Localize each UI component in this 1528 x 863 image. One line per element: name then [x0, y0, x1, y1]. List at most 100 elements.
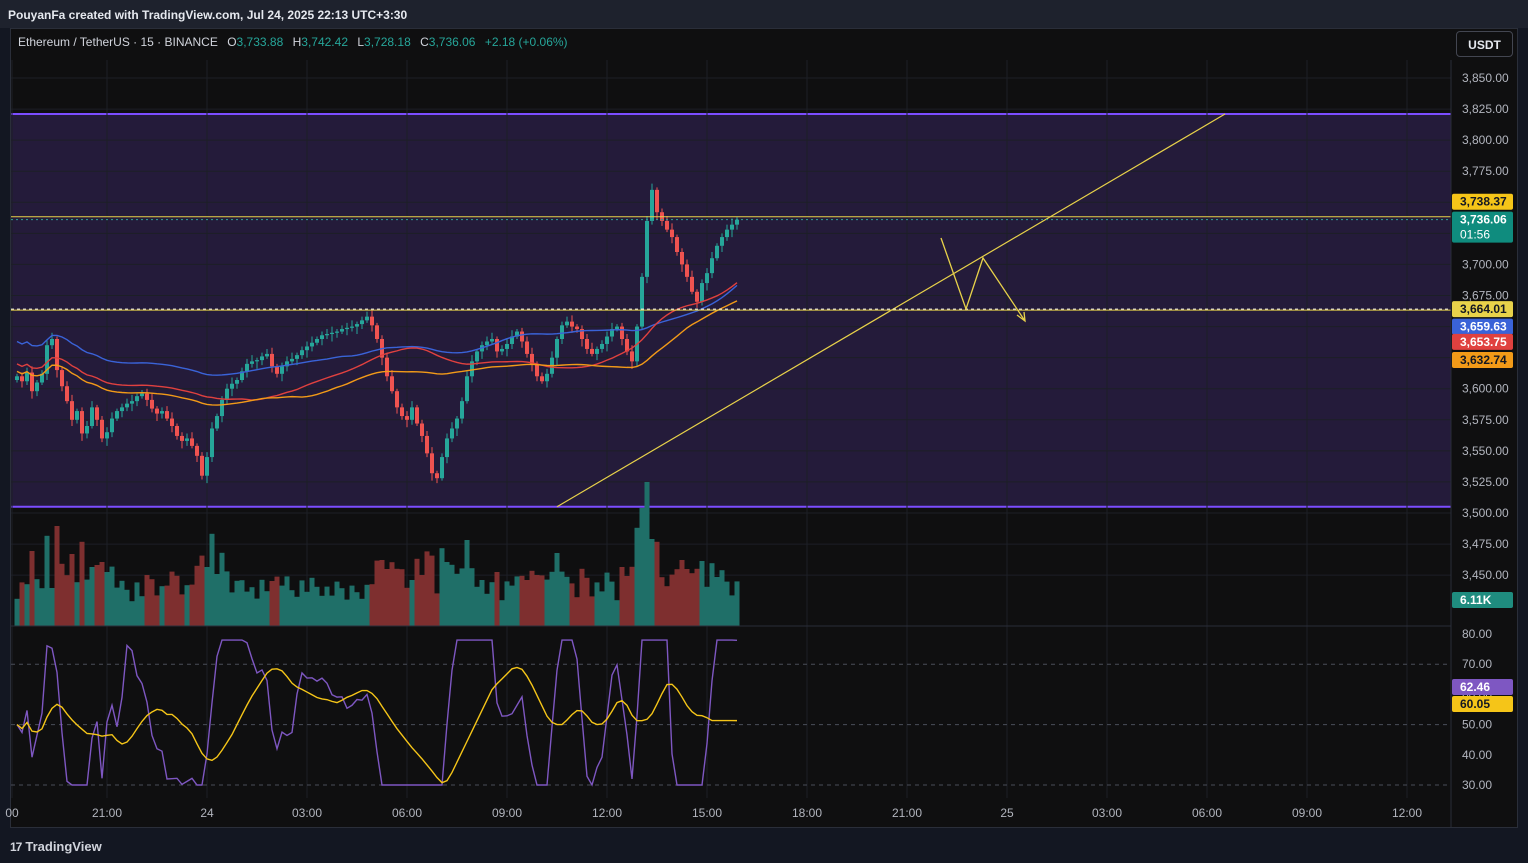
rsi-axis-tick: 70.00: [1462, 657, 1492, 671]
volume-bar: [114, 587, 120, 626]
volume-bar: [639, 508, 645, 626]
candle: [410, 407, 414, 420]
projection-arrowhead: [1016, 311, 1026, 323]
volume-bar: [394, 568, 400, 626]
candle: [685, 264, 689, 277]
volume-bar: [139, 596, 145, 626]
tradingview-mark-icon: 17: [10, 840, 22, 854]
candle: [570, 321, 574, 327]
candle: [245, 363, 249, 372]
volume-bar: [424, 551, 430, 626]
volume-bar: [239, 580, 245, 626]
price-axis-tick: 3,525.00: [1462, 475, 1509, 489]
volume-bar: [79, 541, 85, 626]
candle: [495, 339, 499, 352]
volume-bar: [234, 580, 240, 626]
volume-bar: [459, 568, 465, 626]
candle: [300, 350, 304, 356]
candle: [405, 416, 409, 420]
candle: [100, 419, 104, 439]
volume-tag-bg: [1452, 592, 1513, 608]
volume-bar: [709, 563, 715, 626]
volume-bars: [14, 482, 740, 626]
candle: [210, 428, 214, 458]
symbol-legend: Ethereum / TetherUS · 15 · BINANCE O3,73…: [18, 35, 568, 49]
candle: [295, 355, 299, 359]
current-price-tag-bg: [1452, 211, 1513, 243]
volume-bar: [699, 561, 705, 626]
candle: [275, 366, 279, 374]
candle: [705, 273, 709, 284]
candle: [305, 346, 309, 351]
candle: [430, 453, 434, 474]
volume-bar: [719, 570, 725, 626]
time-axis-tick: 12:00: [592, 806, 622, 820]
candle: [565, 321, 569, 326]
rsi-ma-value-tag: 60.05: [1460, 697, 1490, 711]
volume-bar: [289, 590, 295, 626]
volume-bar: [24, 584, 30, 626]
volume-bar: [204, 567, 210, 626]
candle: [725, 229, 729, 238]
volume-bar: [469, 568, 475, 626]
volume-bar: [199, 555, 205, 626]
time-axis-tick: 15:00: [692, 806, 722, 820]
candle: [360, 320, 364, 325]
volume-bar: [464, 540, 470, 626]
candle: [400, 407, 404, 417]
volume-bar: [589, 596, 595, 626]
time-axis-tick: 03:00: [292, 806, 322, 820]
tradingview-logo[interactable]: 17 TradingView: [10, 839, 102, 854]
candle: [605, 336, 609, 344]
candle: [575, 326, 579, 330]
volume-bar: [524, 580, 530, 626]
candle: [140, 393, 144, 397]
candle: [645, 220, 649, 277]
candle: [310, 342, 314, 347]
candle: [540, 376, 544, 382]
candle: [585, 339, 589, 349]
volume-bar: [39, 588, 45, 626]
volume-bar: [454, 573, 460, 626]
volume-bar: [249, 587, 255, 626]
price-axis-tick: 3,800.00: [1462, 133, 1509, 147]
volume-bar: [384, 569, 390, 626]
volume-bar: [649, 539, 655, 626]
candle: [165, 411, 169, 419]
candle: [500, 348, 504, 352]
currency-button[interactable]: USDT: [1456, 31, 1513, 57]
volume-bar: [529, 570, 535, 626]
candle: [60, 370, 64, 387]
volume-bar: [264, 591, 270, 626]
price-axis-tick: 3,825.00: [1462, 102, 1509, 116]
volume-bar: [359, 598, 365, 626]
candle: [600, 343, 604, 349]
footer: 17 TradingView: [0, 829, 1528, 863]
volume-bar: [184, 585, 190, 626]
time-axis-tick: 09:00: [1292, 806, 1322, 820]
ma-orange-line: [16, 300, 738, 406]
price-axis-tick: 3,700.00: [1462, 257, 1509, 271]
candle: [255, 360, 259, 362]
volume-bar: [484, 593, 490, 626]
volume-bar: [314, 586, 320, 626]
rsi-ma-value-tag-bg: [1452, 696, 1513, 712]
candle: [730, 224, 734, 230]
price-axis-tick: 3,600.00: [1462, 382, 1509, 396]
volume-bar: [439, 548, 445, 626]
ma-red-tag-bg: [1452, 333, 1513, 350]
volume-bar: [349, 585, 355, 626]
time-axis-tick: 21:00: [92, 806, 122, 820]
candle: [670, 229, 674, 238]
symbol-name[interactable]: Ethereum / TetherUS · 15 · BINANCE: [18, 35, 218, 49]
volume-bar: [129, 601, 135, 626]
volume-bar: [254, 598, 260, 626]
candle: [355, 324, 359, 327]
price-axis-tick: 3,850.00: [1462, 71, 1509, 85]
ma-blue-tag: 3,659.63: [1460, 320, 1507, 334]
time-axis-tick: 03:00: [1092, 806, 1122, 820]
candle: [80, 411, 84, 434]
rsi-value-tag: 62.46: [1460, 680, 1490, 694]
candle: [465, 376, 469, 402]
